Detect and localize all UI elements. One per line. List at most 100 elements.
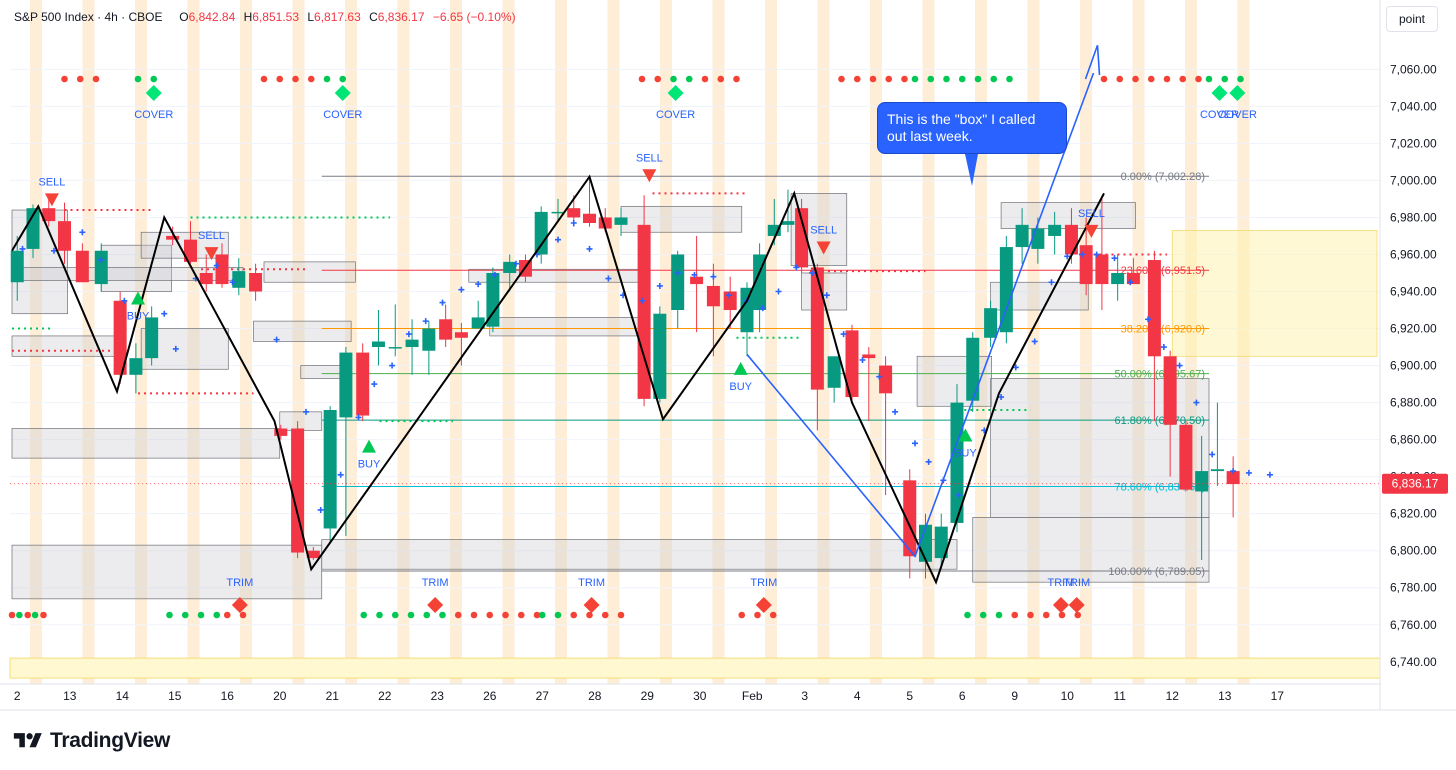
session-stripe xyxy=(975,0,987,684)
ma-plus-marker xyxy=(161,310,168,317)
price-tick-label: 7,060.00 xyxy=(1390,62,1437,76)
candle-up xyxy=(767,224,781,236)
signal-dot xyxy=(1195,75,1202,83)
signal-dot xyxy=(486,611,494,619)
candle-down xyxy=(199,272,213,285)
signal-dot xyxy=(685,75,693,83)
cover-diamond xyxy=(334,85,351,101)
price-scale-mode-button[interactable]: point xyxy=(1386,6,1438,32)
cover-diamond xyxy=(145,85,162,101)
signal-dot xyxy=(869,75,877,83)
ma-plus-marker xyxy=(213,262,220,269)
callout-annotation[interactable]: This is the "box" I called out last week… xyxy=(877,102,1067,154)
signal-dot xyxy=(554,611,562,619)
price-tick-label: 6,880.00 xyxy=(1390,396,1437,410)
signal-dot xyxy=(150,75,158,83)
box-zone xyxy=(263,261,356,283)
cover-label: COVER xyxy=(1200,109,1239,121)
ma-plus-marker xyxy=(355,414,362,421)
ma-plus-marker xyxy=(389,362,396,369)
candle-down xyxy=(690,276,704,285)
candle-up xyxy=(1195,471,1209,492)
candle-down xyxy=(1179,424,1193,490)
time-tick-label: 13 xyxy=(63,689,77,703)
candle-down xyxy=(306,550,320,559)
ma-plus-marker xyxy=(422,318,429,325)
signal-dot xyxy=(853,75,861,83)
signal-dot xyxy=(901,75,908,83)
signal-dot xyxy=(964,611,971,619)
buy-triangle xyxy=(733,361,748,375)
box-zone xyxy=(489,317,645,337)
low-value: 6,817.63 xyxy=(314,10,361,24)
open-label: O xyxy=(179,10,189,24)
signal-dot xyxy=(292,75,299,83)
session-stripe xyxy=(30,0,42,684)
candle-down xyxy=(215,254,229,285)
cover-diamond xyxy=(1229,85,1246,101)
signal-dot xyxy=(1237,75,1244,83)
ma-plus-marker xyxy=(726,292,733,299)
signal-dot xyxy=(601,611,609,619)
candle-down xyxy=(274,428,288,436)
signal-dot xyxy=(134,75,142,83)
candle-up xyxy=(26,208,40,249)
price-tick-label: 7,040.00 xyxy=(1390,99,1437,113)
candle-up xyxy=(653,313,667,399)
signal-dot-rows xyxy=(8,75,1244,619)
session-stripes xyxy=(30,0,1250,684)
ma-plus-marker xyxy=(317,506,324,513)
ma-plus-marker xyxy=(605,275,612,282)
range-strip xyxy=(9,657,1381,679)
signal-dot xyxy=(339,75,347,83)
signal-dot xyxy=(16,611,23,619)
ma-plus-marker xyxy=(458,286,465,293)
ma-plus-marker xyxy=(1031,338,1038,345)
candle-down xyxy=(1079,245,1093,285)
signal-dot xyxy=(360,611,368,619)
signal-dot xyxy=(260,75,268,83)
box-zone xyxy=(321,539,958,570)
symbol-title: S&P 500 Index · 4h · CBOE xyxy=(14,10,163,24)
session-stripe xyxy=(1080,0,1092,684)
candle-down xyxy=(356,352,370,416)
price-tick-label: 6,920.00 xyxy=(1390,322,1437,336)
candle-up xyxy=(1031,228,1045,249)
last-price-label: 6,836.17 xyxy=(1392,477,1439,491)
signal-dot xyxy=(1147,75,1155,83)
buy-sell-signals: SELL SELL SELL SELL SELL BUY BUY BUY BUY xyxy=(38,152,1104,470)
ma-plus-marker xyxy=(492,271,498,278)
ma-plus-marker xyxy=(823,292,830,299)
signal-dot xyxy=(454,611,462,619)
candle-up xyxy=(94,250,108,285)
candle-down xyxy=(75,250,89,283)
brand-logo[interactable]: TradingView xyxy=(12,729,170,753)
time-tick-label: 28 xyxy=(588,689,602,703)
box-zone xyxy=(253,320,352,342)
box-zone xyxy=(279,411,323,431)
signal-dot xyxy=(1074,611,1082,619)
trim-diamond xyxy=(583,597,600,613)
candle-up xyxy=(984,308,998,338)
sell-triangle xyxy=(642,169,657,183)
ma-plus-marker xyxy=(1266,471,1273,478)
time-tick-label: 13 xyxy=(1218,689,1232,703)
time-tick-label: 14 xyxy=(116,689,130,703)
ma-plus-marker xyxy=(172,345,179,352)
ma-plus-marker xyxy=(912,440,918,447)
signal-dot xyxy=(307,75,315,83)
ma-plus-marker xyxy=(956,492,963,499)
candle-down xyxy=(291,428,305,553)
sell-triangle xyxy=(1084,224,1099,238)
time-tick-label: 6 xyxy=(959,689,966,703)
candle-down xyxy=(42,208,56,222)
signal-dot xyxy=(470,611,478,619)
trim-label: TRIM xyxy=(578,577,605,589)
candle-up xyxy=(966,337,980,401)
ma-plus-marker xyxy=(121,297,128,304)
time-tick-label: 4 xyxy=(854,689,861,703)
ma-plus-marker xyxy=(1111,255,1118,262)
ma-plus-marker xyxy=(1064,253,1071,260)
